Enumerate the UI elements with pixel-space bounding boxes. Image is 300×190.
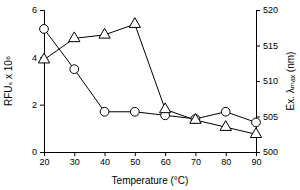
tick-mark	[226, 152, 227, 156]
tick-label: 60	[161, 157, 171, 167]
tick-label: 6	[32, 5, 37, 15]
tick-mark	[135, 152, 136, 156]
tick-mark	[256, 117, 260, 118]
tick-mark	[256, 10, 260, 11]
x-axis: 20 30 40 50 60 70 80 90	[39, 152, 261, 167]
tick-mark	[195, 152, 196, 156]
marker	[190, 114, 201, 124]
markers	[38, 18, 261, 138]
tick-label: 0	[32, 147, 37, 157]
marker	[220, 121, 231, 131]
tick-label: 520	[263, 5, 278, 15]
marker	[221, 107, 230, 116]
tick: 515	[256, 41, 278, 51]
chart: 20 30 40 50 60 70 80 90 0 2 4 6 500 505 510 515 520 Tempe…	[0, 0, 300, 190]
tick-label: 4	[32, 53, 37, 63]
tick-mark	[256, 46, 260, 47]
marker	[129, 18, 140, 28]
tick: 6	[32, 5, 44, 15]
tick-mark	[40, 152, 44, 153]
marker	[160, 103, 171, 113]
tick-mark	[74, 152, 75, 156]
tick: 70	[191, 152, 201, 167]
marker	[69, 32, 80, 42]
tick-mark	[40, 10, 44, 11]
marker	[38, 53, 49, 63]
tick: 60	[161, 152, 171, 167]
tick-label: 505	[263, 112, 278, 122]
y-axis-title: RFUₛ x 10⁶	[3, 56, 14, 106]
tick: 50	[130, 152, 140, 167]
lines	[44, 24, 256, 134]
tick-label: 30	[70, 157, 80, 167]
tick: 510	[256, 76, 278, 86]
tick-label: 50	[130, 157, 140, 167]
tick-label: 40	[100, 157, 110, 167]
tick-label: 70	[191, 157, 201, 167]
y2-axis-title: Ex. λₘₐₓ (nm)	[285, 52, 296, 111]
tick: 0	[32, 147, 44, 157]
marker	[99, 28, 110, 38]
tick: 520	[256, 5, 278, 15]
tick-mark	[256, 81, 260, 82]
tick-label: 500	[263, 147, 278, 157]
tick: 2	[32, 100, 44, 110]
tick: 40	[100, 152, 110, 167]
marker	[252, 118, 261, 127]
tick-mark	[105, 152, 106, 156]
tick: 500	[256, 147, 278, 157]
tick-label: 515	[263, 41, 278, 51]
tick-label: 510	[263, 76, 278, 86]
tick-mark	[256, 152, 260, 153]
tick-mark	[40, 105, 44, 106]
marker	[70, 65, 79, 74]
tick-label: 90	[251, 157, 261, 167]
tick: 20	[39, 152, 49, 167]
tick: 80	[221, 152, 231, 167]
x-axis-title: Temperature (°C)	[112, 175, 189, 186]
marker	[130, 107, 139, 116]
tick-label: 20	[39, 157, 49, 167]
tick-mark	[165, 152, 166, 156]
series-line	[44, 29, 256, 122]
tick: 30	[70, 152, 80, 167]
marker	[250, 128, 261, 138]
tick: 90	[251, 152, 261, 167]
tick-label: 2	[32, 100, 37, 110]
x-axis-line	[45, 153, 257, 157]
marker	[100, 107, 109, 116]
series-line	[44, 24, 256, 134]
plot: 20 30 40 50 60 70 80 90 0 2 4 6 500 505 510 515 520	[32, 5, 278, 167]
marker	[40, 25, 49, 34]
tick-label: 80	[221, 157, 231, 167]
